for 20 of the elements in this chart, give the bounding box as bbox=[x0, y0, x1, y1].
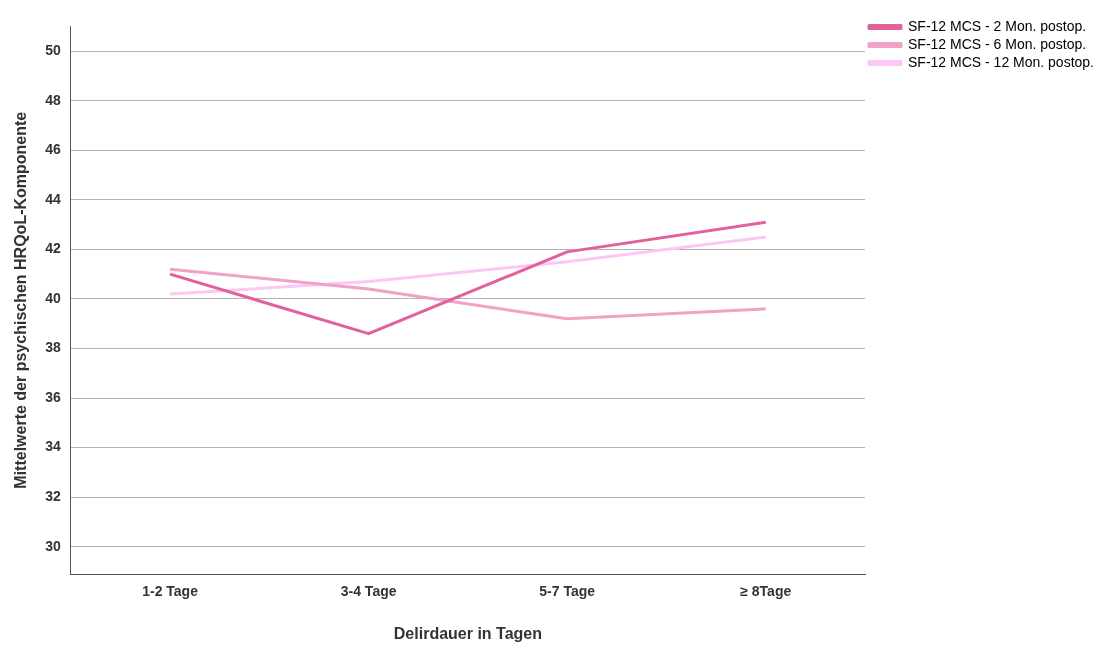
y-tick-label: 38 bbox=[45, 339, 61, 356]
y-tick-label: 32 bbox=[45, 488, 61, 505]
y-tick-label: 34 bbox=[45, 438, 61, 455]
y-tick-label: 42 bbox=[45, 240, 61, 257]
y-tick-label: 36 bbox=[45, 388, 61, 405]
x-tick-label: 1-2 Tage bbox=[142, 583, 199, 600]
x-tick-label: 5-7 Tage bbox=[539, 583, 596, 600]
legend-label: SF-12 MCS - 2 Mon. postop. bbox=[908, 17, 1087, 34]
legend-label: SF-12 MCS - 12 Mon. postop. bbox=[908, 53, 1094, 70]
x-axis-title: Delirdauer in Tagen bbox=[393, 624, 542, 642]
x-tick-label: 3-4 Tage bbox=[340, 583, 397, 600]
y-tick-label: 44 bbox=[45, 190, 61, 207]
y-tick-label: 30 bbox=[45, 537, 61, 554]
y-tick-label: 46 bbox=[45, 141, 61, 158]
y-tick-label: 40 bbox=[45, 289, 61, 306]
y-axis-title: Mittelwerte der psychischen HRQoL-Komponente bbox=[12, 111, 30, 489]
legend-label: SF-12 MCS - 6 Mon. postop. bbox=[908, 35, 1087, 52]
x-tick-label: ≥ 8Tage bbox=[740, 583, 792, 600]
y-tick-label: 48 bbox=[45, 91, 61, 108]
y-tick-label: 50 bbox=[45, 42, 61, 59]
